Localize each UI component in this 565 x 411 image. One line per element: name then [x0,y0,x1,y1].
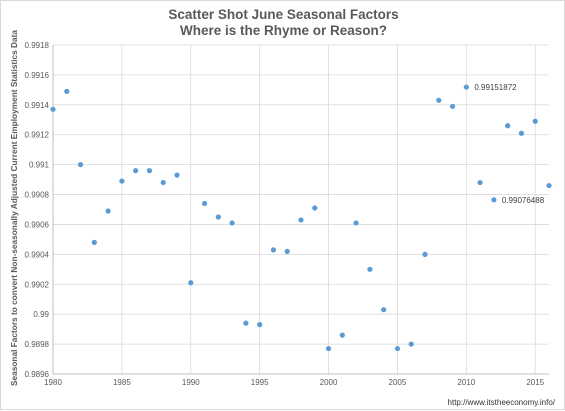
data-point [270,247,277,253]
data-point [119,178,125,184]
data-point [518,130,525,136]
data-point [146,168,153,174]
data-point [449,103,456,109]
x-tick-label: 2000 [320,378,338,387]
y-tick-label: 0.9916 [25,71,50,80]
y-tick-label: 0.9912 [25,131,50,140]
data-point [284,248,290,254]
x-tick-label: 1980 [44,378,62,387]
data-point [339,332,345,338]
data-point [188,280,194,286]
y-tick-label: 0.99 [33,310,49,319]
data-point [408,341,414,347]
data-point [64,88,70,94]
data-label: 0.99151872 [474,83,517,92]
data-point [546,182,552,189]
data-point [160,179,166,186]
data-point [243,320,249,326]
data-point [229,220,235,226]
x-tick-label: 1990 [182,378,200,387]
data-point [215,214,221,220]
data-point [463,84,469,90]
data-label: 0.99076488 [502,196,545,205]
data-points [50,84,552,352]
y-tick-label: 0.9918 [25,41,50,50]
axes: 0.9896 0.9898 0.99 0.9902 0.9904 0.9906 0.9908… [25,41,549,387]
data-point [381,307,387,313]
data-point [436,97,442,103]
data-point [50,106,56,112]
x-tick-label: 1995 [251,378,269,387]
x-tick-label: 2015 [526,378,544,387]
y-tick-label: 0.9914 [25,101,50,110]
data-point [105,208,111,214]
data-point [174,172,180,178]
data-point [532,118,538,124]
data-point [477,179,483,186]
data-point [353,220,359,226]
y-axis-title: Seasonal Factors to convert Non-seasonal… [9,30,19,386]
y-tick-label: 0.9896 [25,370,50,379]
y-tick-label: 0.9906 [25,220,50,229]
y-tick-label: 0.991 [29,161,50,170]
data-point [325,345,332,352]
data-labels: 0.99151872 0.99076488 [474,83,544,205]
x-tick-label: 2010 [457,378,475,387]
data-point [91,239,97,245]
data-point [77,162,84,168]
data-point [312,205,318,211]
data-point [298,217,304,223]
y-tick-label: 0.9898 [25,340,50,349]
x-tick-label: 1985 [113,378,131,387]
x-tick-label: 2005 [389,378,407,387]
data-point [505,123,511,129]
data-point [491,197,497,203]
data-point [133,168,139,174]
chart-title: Scatter Shot June Seasonal Factors [168,7,399,22]
chart-subtitle: Where is the Rhyme or Reason? [179,23,388,38]
data-point [422,251,428,257]
data-point [201,200,208,207]
gridlines [52,44,549,375]
data-point [367,266,373,272]
source-url: http://www.itstheeconomy.info/ [447,398,555,407]
data-point [257,322,263,328]
y-tick-label: 0.9908 [25,191,50,200]
y-tick-label: 0.9902 [25,280,50,289]
data-point [394,345,401,352]
y-tick-label: 0.9904 [25,250,50,259]
